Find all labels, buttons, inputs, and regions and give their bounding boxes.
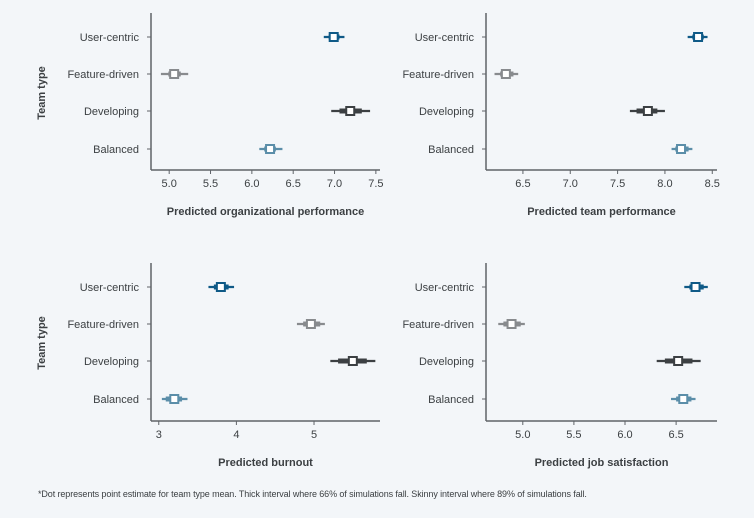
point-estimate [305, 319, 316, 329]
x-tick-label: 5.0 [515, 429, 530, 441]
x-tick-label: 6.5 [286, 178, 301, 190]
y-axis-title: Team type [36, 66, 48, 120]
category-label: Feature-driven [67, 69, 139, 81]
interval-developing [656, 356, 701, 366]
interval-balanced [671, 394, 696, 404]
x-tick-label: 5 [311, 429, 317, 441]
chart-panel-2: 6.5 7.0 7.5 8.0 8.5 Predicted team performanc… [402, 13, 720, 218]
x-axis-title: Predicted burnout [218, 457, 313, 469]
x-tick-label: 3 [156, 429, 162, 441]
category-label: Feature-driven [402, 69, 474, 81]
category-label: User-centric [415, 282, 475, 294]
interval-feature-driven [498, 319, 525, 329]
chart-panel-3: 3 4 5 Predicted burnout Team type User-centri… [36, 263, 380, 469]
point-estimate [215, 282, 226, 292]
point-estimate [678, 394, 689, 404]
x-tick-label: 7.5 [368, 178, 383, 190]
footnote: *Dot represents point estimate for team … [38, 489, 587, 499]
category-label: Balanced [93, 394, 139, 406]
interval-developing [629, 106, 665, 116]
point-estimate [642, 106, 653, 116]
interval-user-centric [684, 282, 708, 292]
x-tick-label: 8.0 [657, 178, 672, 190]
x-tick-label: 7.0 [563, 178, 578, 190]
interval-developing [330, 356, 376, 366]
interval-user-centric [687, 32, 708, 42]
point-estimate [347, 356, 358, 366]
x-tick-label: 5.5 [203, 178, 218, 190]
point-estimate [676, 144, 687, 154]
x-tick-label: 7.5 [610, 178, 625, 190]
interval-balanced [259, 144, 283, 154]
interval-balanced [161, 394, 188, 404]
x-axis-title: Predicted organizational performance [167, 206, 364, 218]
interval-user-centric [208, 282, 235, 292]
category-label: User-centric [80, 282, 140, 294]
y-axis-title: Team type [36, 316, 48, 370]
point-estimate [693, 32, 704, 42]
category-label: Developing [419, 356, 474, 368]
point-estimate [345, 106, 356, 116]
chart-panel-4: 5.0 5.5 6.0 6.5 Predicted job satisfaction Us… [402, 263, 717, 469]
category-label: Feature-driven [402, 319, 474, 331]
point-estimate [500, 69, 511, 79]
interval-feature-driven [160, 69, 189, 79]
point-estimate [328, 32, 339, 42]
category-label: User-centric [415, 32, 475, 44]
x-tick-label: 5.0 [162, 178, 177, 190]
interval-feature-driven [296, 319, 325, 329]
interval-user-centric [323, 32, 345, 42]
x-tick-label: 6.5 [515, 178, 530, 190]
interval-feature-driven [494, 69, 519, 79]
category-label: Balanced [93, 144, 139, 156]
x-axis-title: Predicted team performance [527, 206, 676, 218]
category-label: Developing [419, 106, 474, 118]
point-estimate [673, 356, 684, 366]
interval-developing [331, 106, 371, 116]
x-tick-label: 8.5 [705, 178, 720, 190]
x-axis-title: Predicted job satisfaction [535, 457, 669, 469]
category-label: Balanced [428, 144, 474, 156]
category-label: User-centric [80, 32, 140, 44]
point-estimate [169, 69, 180, 79]
x-tick-label: 5.5 [566, 429, 581, 441]
category-label: Feature-driven [67, 319, 139, 331]
point-estimate [265, 144, 276, 154]
interval-balanced [671, 144, 693, 154]
category-label: Developing [84, 356, 139, 368]
point-estimate [169, 394, 180, 404]
point-estimate [690, 282, 701, 292]
x-tick-label: 6.0 [617, 429, 632, 441]
x-tick-label: 6.5 [668, 429, 683, 441]
category-label: Developing [84, 106, 139, 118]
category-label: Balanced [428, 394, 474, 406]
x-tick-label: 7.0 [327, 178, 342, 190]
x-tick-label: 6.0 [244, 178, 259, 190]
x-tick-label: 4 [233, 429, 239, 441]
chart-panel-1: 5.0 5.5 6.0 6.5 7.0 7.5 Predicted organization… [36, 13, 384, 218]
point-estimate [506, 319, 517, 329]
